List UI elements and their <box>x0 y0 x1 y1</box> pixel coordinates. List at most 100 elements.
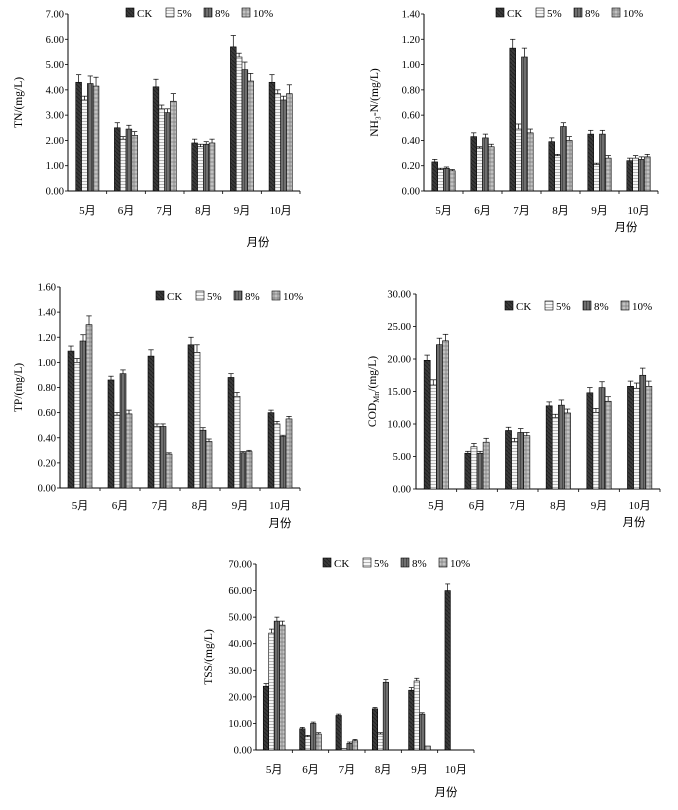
y-axis-label: TN/(mg/L) <box>13 77 25 128</box>
bar-ck <box>114 127 121 192</box>
x-tick-label: 5月 <box>79 205 96 217</box>
bar-ten-percent <box>564 412 571 490</box>
bar-ten-percent <box>85 324 93 489</box>
bar-ck <box>75 81 82 192</box>
y-tick-label: 0.20 <box>38 458 56 469</box>
bar-ck <box>107 379 115 489</box>
legend-label-eight-percent: 8% <box>245 291 260 303</box>
bar-five-percent <box>437 169 444 192</box>
x-tick-label: 7月 <box>509 500 526 512</box>
bar-five-percent <box>554 155 561 192</box>
y-tick-label: 70.00 <box>228 560 252 571</box>
bar-ck <box>187 344 195 489</box>
bar-five-percent <box>235 56 243 192</box>
legend-swatch-ck <box>504 300 514 311</box>
bar-ten-percent <box>165 453 173 489</box>
legend-swatch-eight-percent <box>573 7 583 18</box>
bar-five-percent <box>158 108 165 192</box>
bar-ten-percent <box>131 135 138 192</box>
y-tick-label: 3.00 <box>46 111 64 122</box>
legend-swatch-five-percent <box>362 557 372 568</box>
y-tick-label: 5.00 <box>393 452 411 463</box>
bar-eight-percent <box>159 426 167 489</box>
x-tick-label: 8月 <box>552 205 569 217</box>
bar-ck <box>227 377 235 489</box>
bar-eight-percent <box>521 56 528 192</box>
bar-eight-percent <box>599 133 606 192</box>
bar-five-percent <box>377 733 384 751</box>
x-tick-label: 5月 <box>435 205 452 217</box>
y-tick-label: 1.40 <box>38 308 56 319</box>
x-tick-label: 8月 <box>550 500 567 512</box>
bar-ten-percent <box>286 93 293 192</box>
x-tick-label: 7月 <box>513 205 530 217</box>
x-tick-label: 9月 <box>232 500 249 512</box>
bar-five-percent <box>593 164 600 192</box>
legend-swatch-five-percent <box>195 290 205 301</box>
legend-label-eight-percent: 8% <box>585 8 600 20</box>
bar-eight-percent <box>638 159 645 192</box>
y-tick-label: 1.00 <box>38 358 56 369</box>
bar-eight-percent <box>639 374 647 490</box>
bar-ck <box>371 708 379 751</box>
bar-ck <box>509 47 516 192</box>
bar-five-percent <box>592 411 600 490</box>
y-tick-label: 1.20 <box>38 333 56 344</box>
bar-five-percent <box>511 441 518 490</box>
bar-ten-percent <box>605 157 612 192</box>
y-tick-label: 0.00 <box>46 187 64 198</box>
bar-eight-percent <box>79 340 87 489</box>
bar-ck <box>545 405 553 490</box>
legend-label-five-percent: 5% <box>556 301 571 313</box>
legend-swatch-five-percent <box>165 7 175 18</box>
bar-ten-percent <box>488 146 495 192</box>
y-tick-label: 30.00 <box>387 290 411 301</box>
y-tick-label: 1.20 <box>402 35 420 46</box>
x-axis-label: 月份 <box>269 517 292 530</box>
legend-swatch-ten-percent <box>241 7 251 18</box>
bar-five-percent <box>633 387 640 490</box>
bar-ten-percent <box>351 740 359 751</box>
legend-label-ten-percent: 10% <box>450 558 470 570</box>
legend-label-eight-percent: 8% <box>594 301 609 313</box>
x-axis-label: 月份 <box>615 221 638 234</box>
bar-ck <box>431 161 438 192</box>
bar-ck <box>505 430 512 490</box>
bar-five-percent <box>268 632 275 751</box>
bar-ten-percent <box>208 142 216 192</box>
bar-ten-percent <box>604 400 612 490</box>
bar-ten-percent <box>247 80 254 192</box>
legend-label-ten-percent: 10% <box>632 301 652 313</box>
legend-label-ten-percent: 10% <box>623 8 643 20</box>
bar-ten-percent <box>482 441 490 490</box>
x-axis-label: 月份 <box>247 236 270 249</box>
legend-swatch-ten-percent <box>611 7 621 18</box>
bar-ten-percent <box>449 170 456 192</box>
y-tick-label: 10.00 <box>387 420 411 431</box>
bar-ten-percent <box>527 132 534 192</box>
y-tick-label: 30.00 <box>228 666 252 677</box>
y-axis-label: NH₃-N/(mg/L) <box>369 68 381 137</box>
y-tick-label: 0.20 <box>402 161 420 172</box>
bar-ten-percent <box>285 418 293 489</box>
legend-swatch-ck <box>322 557 332 568</box>
y-tick-label: 0.60 <box>402 111 420 122</box>
bar-five-percent <box>551 417 559 490</box>
tn-chart-panel: 0.00 1.00 2.00 3.00 4.00 5.00 6.00 7.00 5月 6月 7月 8月… <box>13 7 301 249</box>
y-tick-label: 50.00 <box>228 613 252 624</box>
x-tick-label: 9月 <box>591 500 608 512</box>
bar-ck <box>335 715 342 751</box>
bar-ck <box>152 86 160 192</box>
bar-eight-percent <box>443 167 450 192</box>
bar-five-percent <box>113 414 121 489</box>
y-tick-label: 0.80 <box>402 85 420 96</box>
bar-ck <box>626 160 633 192</box>
x-tick-label: 8月 <box>375 764 392 776</box>
bar-five-percent <box>119 138 127 192</box>
bar-eight-percent <box>273 620 280 751</box>
bar-ck <box>268 81 276 192</box>
legend-swatch-eight-percent <box>400 557 410 568</box>
bar-five-percent <box>632 157 639 192</box>
x-tick-label: 6月 <box>474 205 491 217</box>
